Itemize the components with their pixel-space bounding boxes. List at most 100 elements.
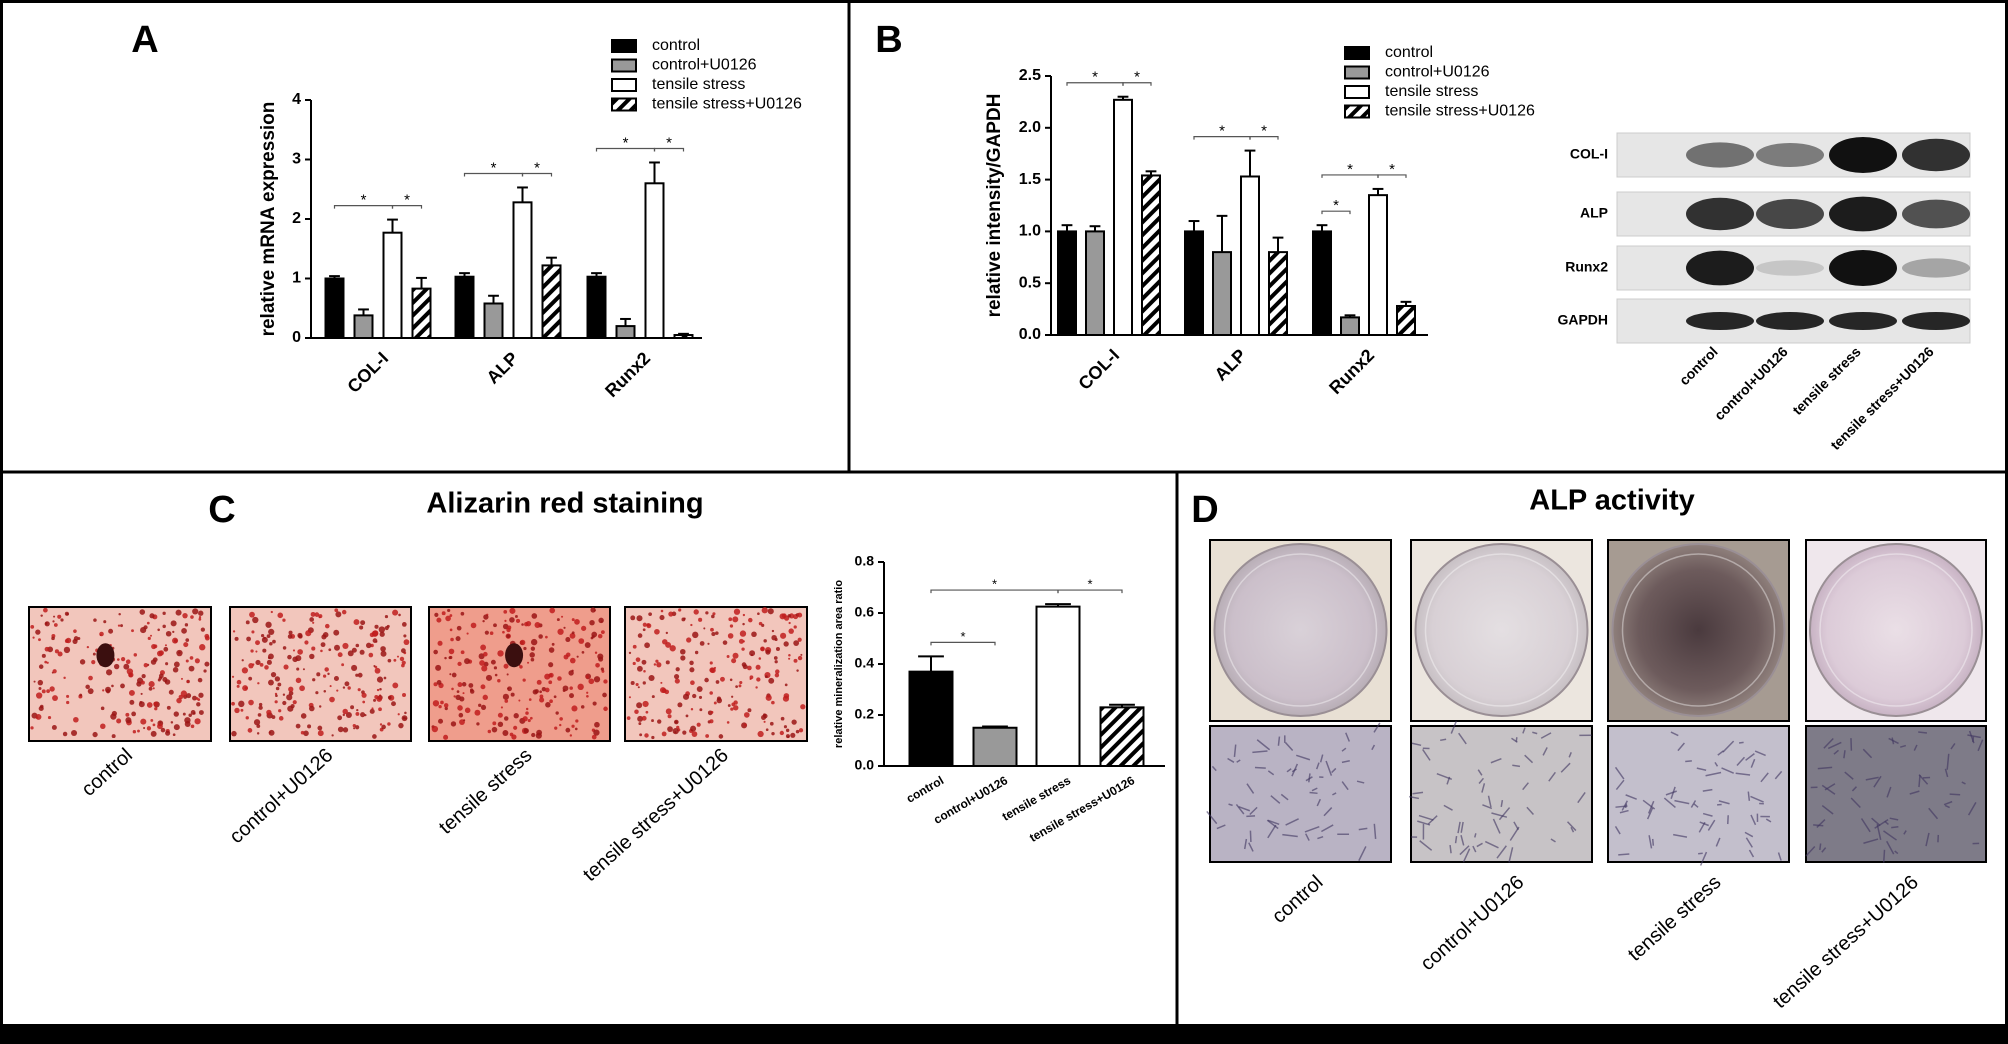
legend-label: tensile stress+U0126 xyxy=(1385,103,1535,120)
stain-dot xyxy=(287,654,292,660)
stain-dot xyxy=(131,629,134,633)
significance-bracket xyxy=(1122,82,1152,86)
stain-dot xyxy=(509,732,514,737)
stain-dot xyxy=(460,650,465,655)
stain-dot xyxy=(771,700,775,705)
micro-fiber xyxy=(1674,799,1690,805)
bar xyxy=(1184,230,1204,336)
bar xyxy=(673,334,694,339)
stain-dot xyxy=(241,667,249,674)
stain-dot xyxy=(266,634,271,639)
stain-dot xyxy=(328,648,332,652)
micro-fiber xyxy=(1305,776,1313,782)
stain-dot xyxy=(580,705,585,709)
panel-title: Alizarin red staining xyxy=(426,488,703,520)
y-tick-label: 0.5 xyxy=(1019,274,1041,291)
stain-dot xyxy=(252,663,255,666)
stain-dot xyxy=(198,610,204,616)
stain-dot xyxy=(711,614,715,619)
stain-dot xyxy=(554,726,558,730)
stain-dot xyxy=(494,673,498,677)
stain-dot xyxy=(491,726,498,733)
stain-dot xyxy=(117,624,121,627)
micro-fiber xyxy=(1296,754,1311,761)
significance-label: * xyxy=(1347,161,1353,178)
stain-dot xyxy=(402,716,406,720)
stain-dot xyxy=(189,656,194,660)
stain-dot xyxy=(404,717,408,720)
micro-fiber xyxy=(1304,826,1320,833)
stain-dot xyxy=(524,622,529,627)
stain-dot xyxy=(586,691,589,694)
stain-dot xyxy=(292,700,297,705)
micro-fiber xyxy=(1472,845,1477,853)
stain-dot xyxy=(500,706,504,709)
stain-dot xyxy=(249,611,255,618)
micro-fiber xyxy=(1816,819,1826,828)
stain-dot xyxy=(780,716,785,721)
stain-dot xyxy=(318,616,321,619)
micro-fiber xyxy=(1862,748,1873,759)
stain-dot xyxy=(536,679,542,685)
stain-dot xyxy=(648,612,652,617)
band-label: ALP xyxy=(1580,205,1608,221)
image-label: control+U0126 xyxy=(1417,871,1529,975)
stain-dot xyxy=(162,624,166,629)
stain-dot xyxy=(523,728,529,734)
stain-dot xyxy=(565,727,571,733)
stain-dot xyxy=(661,731,667,737)
micro-fiber xyxy=(1670,731,1679,737)
micro-fiber xyxy=(1699,821,1709,827)
stain-dot xyxy=(434,612,439,617)
stain-dot xyxy=(485,674,493,681)
stain-dot xyxy=(630,681,635,686)
stain-dot xyxy=(251,630,255,634)
micro-fiber xyxy=(1248,842,1254,852)
y-tick-label: 4 xyxy=(292,91,301,108)
stain-dot xyxy=(52,620,55,623)
stain-dot xyxy=(762,713,767,717)
stain-dot xyxy=(93,618,97,622)
stain-dot xyxy=(783,725,788,729)
stain-dot xyxy=(598,656,604,662)
stain-dot xyxy=(522,716,528,722)
stain-dot xyxy=(378,626,386,633)
stain-dot xyxy=(165,630,172,637)
stain-dot xyxy=(716,697,723,704)
stain-dot xyxy=(143,726,146,730)
micro-fiber xyxy=(1884,820,1889,825)
stain-dot xyxy=(694,650,699,655)
micro-fiber xyxy=(1833,749,1839,755)
stain-dot xyxy=(674,720,678,724)
legend-label: control+U0126 xyxy=(1385,64,1490,81)
stain-nodule xyxy=(96,643,115,668)
micro-fiber xyxy=(1750,758,1756,768)
stain-dot xyxy=(451,672,457,678)
micro-fiber xyxy=(1440,738,1447,742)
significance-bracket xyxy=(391,204,423,209)
stain-dot xyxy=(274,676,281,682)
stain-dot xyxy=(364,713,367,717)
stain-dot xyxy=(780,632,787,639)
band-label: Runx2 xyxy=(1565,259,1608,275)
x-tick-label: Runx2 xyxy=(1325,345,1378,398)
stain-dot xyxy=(149,613,155,619)
y-tick-label: 1.5 xyxy=(1019,171,1041,188)
image-label: tensile stress+U0126 xyxy=(579,744,733,886)
stain-dot xyxy=(569,734,573,737)
stain-dot xyxy=(581,650,585,654)
stain-dot xyxy=(507,625,512,630)
blot-band xyxy=(1756,143,1824,167)
micro-fiber xyxy=(1860,818,1871,833)
stain-dot xyxy=(357,672,363,678)
micro-fiber xyxy=(1750,795,1764,803)
stain-dot xyxy=(642,700,649,708)
y-tick-label: 0.6 xyxy=(855,604,875,620)
stain-dot xyxy=(368,652,374,658)
bar xyxy=(1057,230,1077,336)
stain-dot xyxy=(788,621,791,625)
stain-dot xyxy=(248,676,253,681)
stain-dot xyxy=(691,731,698,737)
stain-dot xyxy=(522,678,526,682)
stain-dot xyxy=(449,655,453,660)
